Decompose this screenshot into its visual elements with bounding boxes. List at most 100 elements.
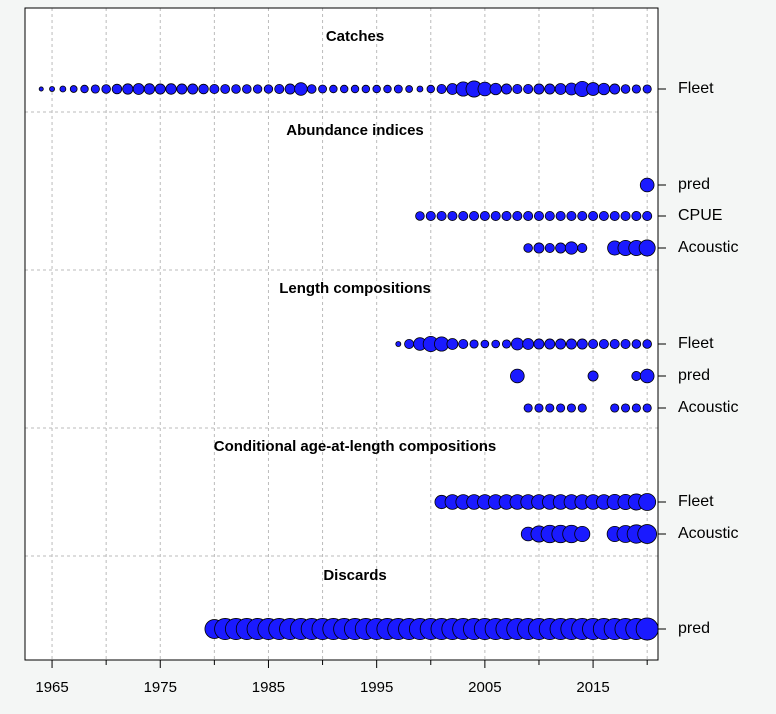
data-point-2011: [544, 83, 556, 95]
data-point-1997: [395, 341, 402, 347]
data-point-1976: [165, 83, 177, 95]
data-point-2018: [620, 210, 631, 221]
data-point-1998: [404, 338, 415, 349]
data-point-2009: [523, 403, 533, 413]
data-point-2020: [635, 617, 659, 641]
row-label: Acoustic: [678, 239, 738, 256]
data-point-2016: [598, 338, 609, 349]
data-point-1985: [263, 84, 274, 94]
data-point-1980: [209, 84, 220, 95]
data-point-2010: [533, 210, 544, 221]
data-point-2002: [446, 338, 459, 350]
data-point-2010: [533, 338, 545, 350]
data-point-2009: [523, 210, 534, 221]
data-point-2020: [639, 177, 655, 193]
data-point-1993: [350, 84, 360, 94]
data-point-1999: [415, 211, 425, 221]
data-point-1986: [274, 84, 285, 95]
data-point-2011: [544, 210, 555, 221]
data-point-2020: [642, 84, 652, 94]
data-point-2013: [566, 403, 576, 413]
data-point-2011: [545, 403, 555, 413]
data-point-2004: [469, 339, 479, 349]
data-point-2011: [544, 242, 555, 253]
data-point-2013: [565, 338, 577, 350]
x-tick-label-2015: 2015: [576, 679, 609, 696]
data-point-2009: [523, 84, 534, 95]
data-point-1967: [69, 85, 78, 93]
data-point-1992: [340, 84, 349, 94]
data-point-1973: [132, 83, 145, 95]
data-point-1975: [154, 83, 166, 95]
data-point-1982: [231, 84, 241, 94]
data-point-1998: [405, 85, 413, 93]
data-point-2005: [480, 339, 490, 349]
row-label: pred: [678, 367, 710, 384]
panel-title: Length compositions: [279, 280, 431, 297]
panel-title: Discards: [323, 567, 386, 584]
data-point-1969: [90, 84, 100, 94]
x-axis: 1965 1975 1985 1995 2005 2015: [35, 88, 666, 696]
data-point-2012: [555, 242, 567, 254]
data-point-1989: [306, 84, 317, 94]
row-label: Fleet: [678, 493, 714, 510]
data-point-2020: [637, 524, 658, 544]
data-point-2019: [631, 84, 641, 94]
row-label: pred: [678, 176, 710, 193]
data-point-2013: [566, 210, 577, 221]
data-point-1994: [361, 84, 371, 94]
data-point-2005: [479, 210, 490, 221]
data-point-1997: [393, 84, 403, 94]
data-point-2014: [577, 403, 587, 413]
data-point-2015: [588, 210, 599, 221]
data-point-2012: [555, 210, 566, 221]
data-point-1972: [122, 83, 134, 95]
data-point-1991: [329, 84, 338, 94]
data-point-2014: [577, 242, 588, 253]
data-point-2014: [574, 526, 591, 542]
data-point-2006: [491, 339, 501, 349]
data-point-2003: [458, 338, 469, 349]
data-point-2008: [512, 84, 523, 95]
data-point-1965: [49, 86, 55, 92]
data-point-1971: [111, 83, 123, 95]
data-point-2009: [523, 243, 533, 253]
data-point-2011: [544, 338, 556, 350]
data-point-2010: [533, 83, 545, 95]
data-point-2002: [447, 210, 458, 221]
grid-layer: [25, 8, 658, 660]
plot-frame: [24, 7, 659, 661]
data-point-2001: [436, 84, 447, 95]
data-point-2000: [425, 210, 436, 221]
data-point-2019: [631, 370, 642, 381]
data-point-2000: [426, 84, 435, 94]
data-point-1987: [284, 83, 296, 95]
data-point-1995: [372, 84, 381, 94]
data-point-1966: [59, 85, 67, 93]
data-point-1964: [38, 86, 44, 92]
x-tick-label-1995: 1995: [360, 679, 393, 696]
panel-title: Conditional age-at-length compositions: [214, 438, 497, 455]
row-label: pred: [678, 620, 710, 637]
data-point-2020: [642, 210, 653, 221]
data-point-1977: [176, 83, 188, 95]
labels-layer: Catches Fleet Abundance indices pred CPUE Aco…: [214, 28, 739, 637]
plot-area: [25, 8, 658, 660]
data-point-2017: [609, 338, 620, 349]
data-point-2010: [534, 403, 544, 413]
data-point-2007: [501, 339, 512, 349]
data-point-2020: [642, 339, 652, 349]
data-point-1970: [101, 84, 111, 94]
data-point-2017: [609, 83, 621, 95]
data-point-2014: [577, 210, 588, 221]
data-point-2019: [631, 210, 642, 221]
data-point-1974: [143, 83, 156, 95]
x-tick-label-1965: 1965: [35, 679, 68, 696]
data-point-2019: [631, 339, 642, 349]
data-point-2003: [458, 210, 469, 221]
data-point-2007: [501, 83, 512, 95]
data-point-1996: [383, 84, 392, 94]
data-point-2018: [620, 84, 631, 94]
x-tick-label-1985: 1985: [252, 679, 285, 696]
